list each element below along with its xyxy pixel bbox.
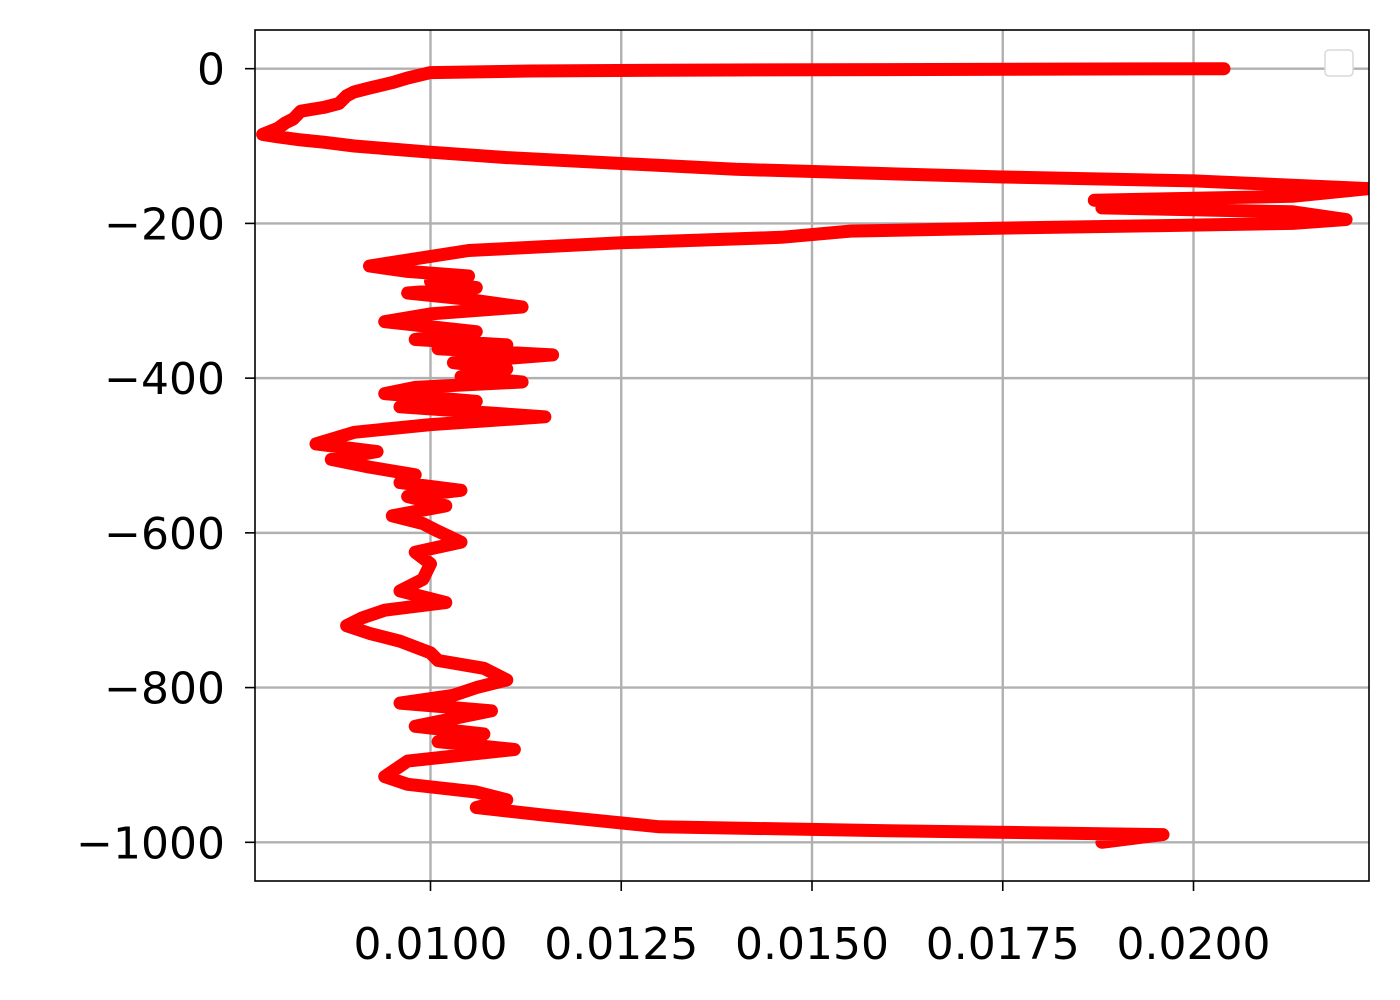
y-tick-label: −800 <box>104 664 225 715</box>
x-tick-label: 0.0125 <box>544 919 698 970</box>
y-tick-label: −600 <box>104 509 225 560</box>
series-layer <box>256 62 1369 849</box>
y-tick-label: −200 <box>104 199 225 250</box>
legend-box <box>1324 49 1354 77</box>
tick-labels: 0.0100 0.0125 0.0150 0.0175 0.0200 0 −200 −400 −… <box>76 45 1270 970</box>
x-tick-label: 0.0150 <box>735 919 889 970</box>
y-tick-label: −1000 <box>76 818 225 869</box>
axis-ticks <box>245 67 1195 891</box>
x-tick-label: 0.0200 <box>1117 919 1271 970</box>
y-tick-label: 0 <box>197 45 225 96</box>
x-tick-label: 0.0100 <box>354 919 508 970</box>
y-tick-label: −400 <box>104 354 225 405</box>
series-line <box>256 62 1369 849</box>
x-tick-label: 0.0175 <box>926 919 1080 970</box>
